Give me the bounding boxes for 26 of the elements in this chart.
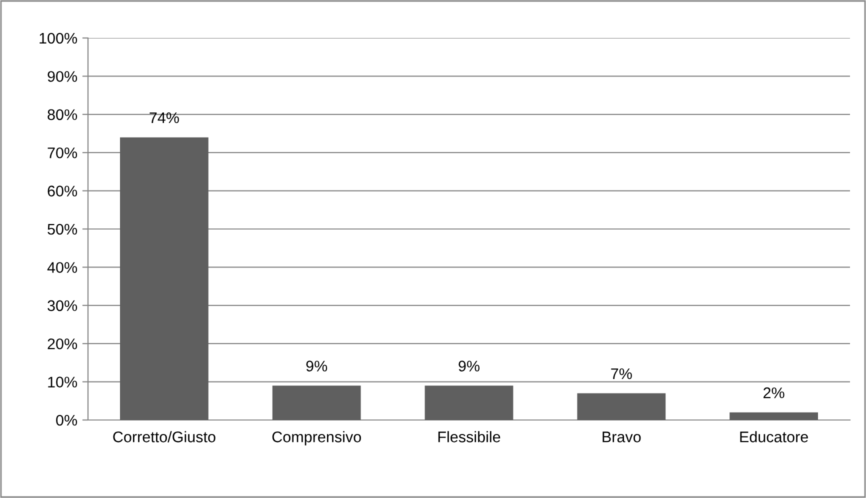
x-tick-label: Comprensivo	[272, 431, 361, 446]
x-tick-label: Flessibile	[438, 431, 500, 442]
bar	[577, 393, 666, 420]
y-tick-label: 20%	[48, 338, 78, 350]
y-tick-label: 10%	[48, 376, 78, 388]
data-label: 2%	[764, 387, 784, 398]
bar	[272, 386, 361, 420]
y-tick-label: 70%	[48, 147, 78, 158]
bar	[730, 412, 818, 420]
data-label: 74%	[150, 112, 179, 124]
data-label: 7%	[611, 368, 632, 380]
y-tick-label: 60%	[48, 186, 78, 196]
y-tick-label: 50%	[48, 224, 78, 235]
y-tick-label: 40%	[47, 262, 78, 273]
x-tick-label: Educatore	[740, 431, 808, 442]
data-label: 9%	[458, 360, 480, 372]
y-tick-label: 30%	[48, 300, 78, 312]
x-tick-label: Bravo	[602, 432, 641, 442]
bar	[120, 137, 208, 420]
y-tick-label: 80%	[48, 109, 78, 120]
y-tick-label: 0%	[56, 414, 78, 426]
x-tick-label: Corretto/Giusto	[113, 431, 216, 442]
y-tick-label: 100%	[40, 32, 78, 44]
data-label: 9%	[306, 360, 328, 372]
y-tick-label: 90%	[48, 71, 78, 82]
bar	[424, 386, 514, 420]
